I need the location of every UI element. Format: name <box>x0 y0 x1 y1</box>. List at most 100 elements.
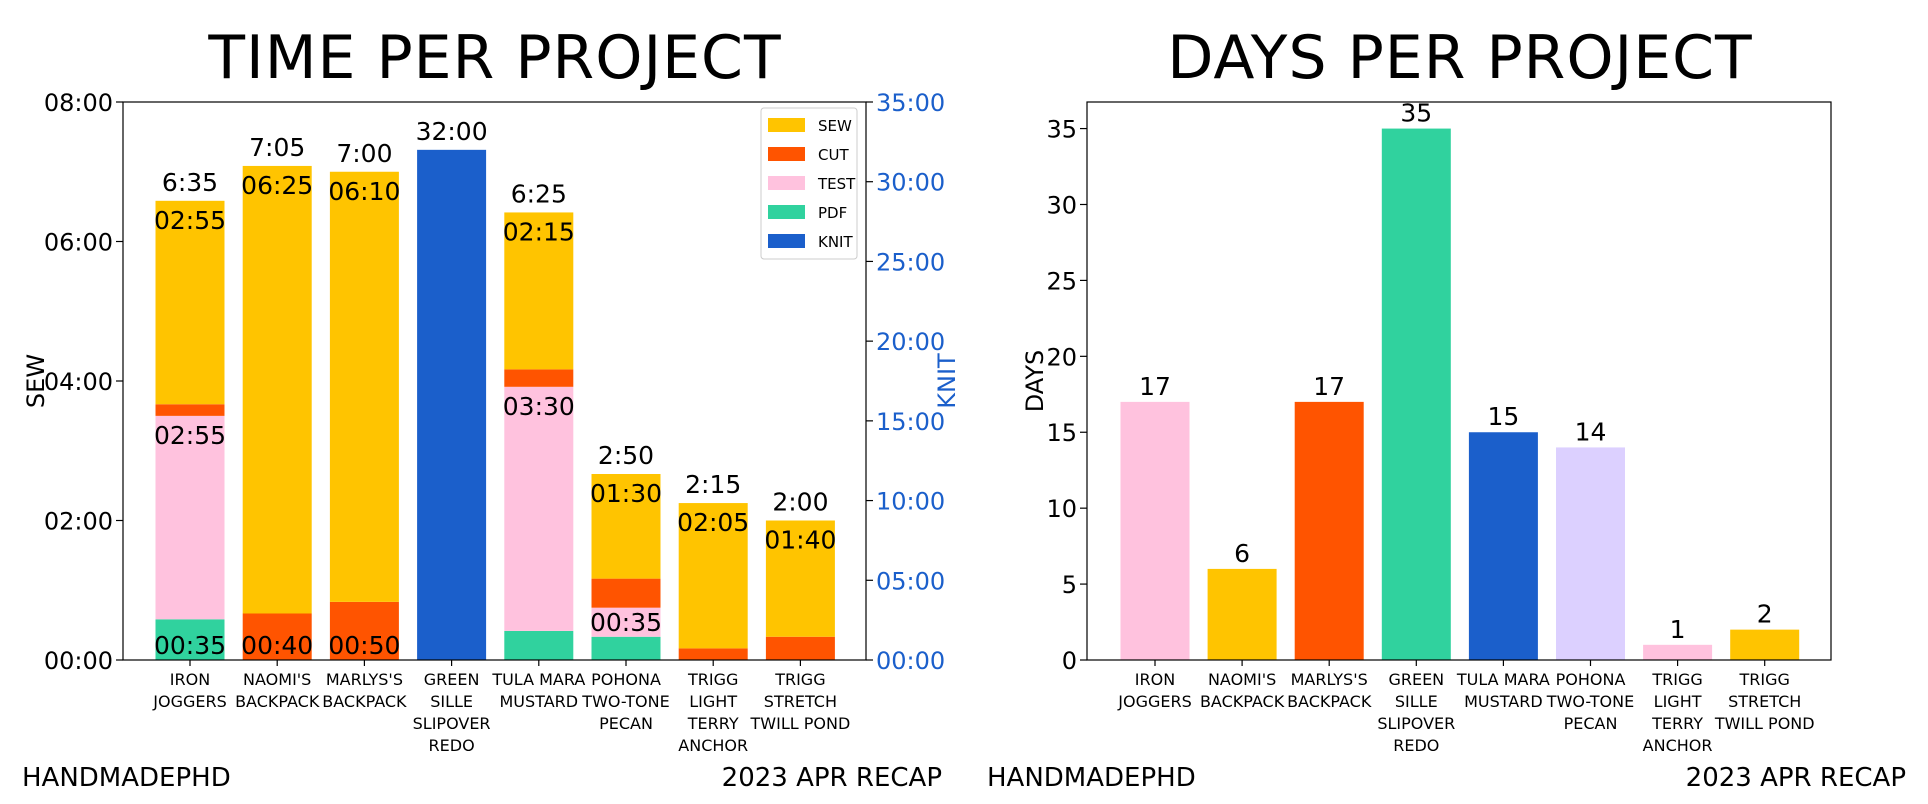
days-value-label: 35 <box>1400 99 1432 128</box>
x-tick-label: TRIGG STRETCH TWILL POND <box>750 670 851 733</box>
days-value-label: 17 <box>1139 372 1171 401</box>
right-bars <box>1120 128 1800 661</box>
segment-label: 00:40 <box>241 631 313 660</box>
footer-right-recap: 2023 APR RECAP <box>1686 763 1906 793</box>
bar-segment-cut <box>155 404 225 416</box>
bar-segment-sew <box>591 474 661 579</box>
legend-swatch-sew <box>768 118 805 132</box>
bar-segment-cut <box>678 648 748 660</box>
y-tick-label: 00:00 <box>44 647 113 675</box>
days-bar <box>1294 401 1364 660</box>
days-per-project-chart: DAYS PER PROJECT 0 5 10 15 20 25 30 35 IRON JOGG… <box>1021 23 1832 755</box>
left-plot-frame <box>122 101 867 661</box>
y2-tick-label: 15:00 <box>876 408 945 436</box>
y-tick-label: 20 <box>1046 343 1077 371</box>
bar-segment-test <box>155 415 225 620</box>
bar-segment-pdf <box>155 619 225 660</box>
bar-segment-cut <box>242 613 312 660</box>
y2-tick-label: 25:00 <box>876 248 945 276</box>
legend-swatch-knit <box>768 234 805 248</box>
days-bar <box>1730 629 1800 660</box>
left-y-axis-label: SEW <box>22 354 50 408</box>
y-tick-label: 15 <box>1046 419 1077 447</box>
segment-label: 02:15 <box>503 217 575 246</box>
bar-segment-sew <box>765 520 835 637</box>
segment-label: 06:25 <box>241 171 313 200</box>
bar-total-label: 6:25 <box>511 179 567 208</box>
footer-left-recap: 2023 APR RECAP <box>722 763 942 793</box>
days-bar <box>1556 447 1625 660</box>
footer-right-brand: HANDMADEPHD <box>987 763 1196 793</box>
bar-segment-cut <box>591 578 661 608</box>
days-bar <box>1207 568 1277 660</box>
segment-label: 01:30 <box>590 479 662 508</box>
right-chart-y-ticks: 0 5 10 15 20 25 30 35 <box>1046 116 1087 675</box>
bar-total-label: 32:00 <box>416 117 488 146</box>
bar-segment-pdf <box>591 636 661 660</box>
x-tick-label: IRON JOGGERS <box>152 670 227 711</box>
segment-label: 00:35 <box>154 631 226 660</box>
bar-total-label: 2:50 <box>598 441 654 470</box>
y-tick-label: 06:00 <box>44 229 113 257</box>
legend: SEW CUT TEST PDF KNIT <box>760 107 858 260</box>
y-tick-label: 10 <box>1046 495 1077 523</box>
segment-label: 06:10 <box>328 177 400 206</box>
y-tick-label: 5 <box>1062 571 1077 599</box>
x-tick-label: IRON JOGGERS <box>1117 670 1192 711</box>
y-tick-label: 30 <box>1046 191 1077 219</box>
x-tick-label: NAOMI'S BACKPACK <box>235 670 320 711</box>
bar-segment-cut <box>765 636 835 660</box>
days-bar <box>1468 432 1538 660</box>
y2-tick-label: 20:00 <box>876 328 945 356</box>
legend-swatch-pdf <box>768 205 805 219</box>
y-tick-label: 08:00 <box>44 89 113 117</box>
bar-total-label: 2:00 <box>772 488 828 517</box>
bar-segment-sew <box>329 171 399 602</box>
bar-total-label: 2:15 <box>685 470 741 499</box>
x-tick-label: TULA MARA MUSTARD <box>491 670 585 711</box>
x-tick-label: POHONA TWO-TONE PECAN <box>1546 670 1634 733</box>
legend-frame <box>760 107 858 260</box>
left-chart-title: TIME PER PROJECT <box>207 23 781 93</box>
bar-segment-cut <box>504 369 574 387</box>
bar-segment-test <box>591 607 661 637</box>
y-tick-label: 04:00 <box>44 368 113 396</box>
right-value-labels: 17 6 17 35 15 14 1 2 <box>1139 99 1773 644</box>
x-tick-label: MARLYS'S BACKPACK <box>322 670 407 711</box>
left-y-ticks: 00:00 02:00 04:00 06:00 08:00 <box>44 89 123 675</box>
segment-label: 00:50 <box>328 631 400 660</box>
bar-segment-sew <box>155 200 225 405</box>
legend-label-sew: SEW <box>818 117 852 135</box>
y2-tick-label: 10:00 <box>876 488 945 516</box>
days-bar <box>1643 644 1713 660</box>
y2-tick-label: 30:00 <box>876 169 945 197</box>
y-tick-label: 02:00 <box>44 508 113 536</box>
right-plot-frame <box>1086 101 1832 661</box>
x-tick-label: GREEN SILLE SLIPOVER REDO <box>413 670 491 755</box>
x-tick-label: NAOMI'S BACKPACK <box>1200 670 1285 711</box>
y-tick-label: 0 <box>1062 647 1077 675</box>
segment-label: 03:30 <box>503 392 575 421</box>
right-y-axis-label: KNIT <box>933 353 961 409</box>
legend-label-pdf: PDF <box>818 204 847 222</box>
x-tick-label: GREEN SILLE SLIPOVER REDO <box>1377 670 1455 755</box>
right-chart-y-axis-label: DAYS <box>1021 350 1049 413</box>
legend-label-test: TEST <box>817 175 856 193</box>
bar-total-label: 6:35 <box>162 168 218 197</box>
x-tick-label: POHONA TWO-TONE PECAN <box>581 670 669 733</box>
bar-segment-cut <box>329 601 399 660</box>
y2-tick-label: 05:00 <box>876 567 945 595</box>
legend-label-knit: KNIT <box>818 233 853 251</box>
y2-tick-label: 00:00 <box>876 647 945 675</box>
segment-label: 01:40 <box>764 526 836 555</box>
bar-segment-knit <box>417 149 487 661</box>
legend-label-cut: CUT <box>818 146 849 164</box>
right-chart-title: DAYS PER PROJECT <box>1167 23 1752 93</box>
bar-segment-sew <box>504 212 574 370</box>
bar-segment-pdf <box>504 630 574 660</box>
days-bar <box>1381 128 1451 661</box>
right-y-ticks: 00:00 05:00 10:00 15:00 20:00 25:00 30:00 35:00 <box>866 89 945 675</box>
